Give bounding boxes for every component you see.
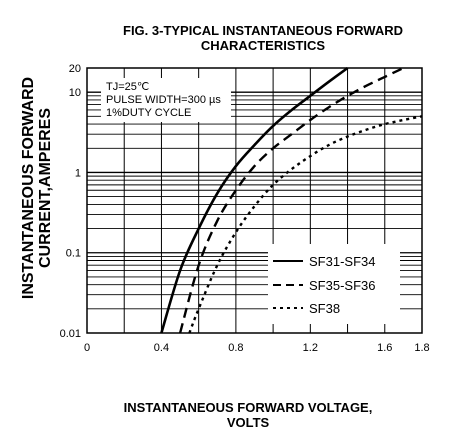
y-tick-label: 0.1	[66, 248, 81, 260]
y-tick-label: 1	[75, 167, 81, 179]
x-tick-label: 1.2	[303, 342, 318, 354]
y-axis-label-line-1: INSTANTANEOUS FORWARD	[20, 77, 37, 299]
y-tick-label: 0.01	[60, 328, 81, 340]
x-axis-label-line-2: VOLTS	[227, 415, 270, 430]
x-tick-label: 0	[84, 342, 90, 354]
x-tick-label: 0.8	[228, 342, 243, 354]
series-lines	[160, 66, 423, 334]
series-line-sf35-sf36	[178, 66, 404, 334]
annotation-box	[101, 78, 231, 122]
x-tick-labels: 0 0.4 0.8 1.2 1.6 1.8	[84, 342, 430, 354]
y-axis-label-line-2: CURRENT,AMPERES	[37, 108, 54, 268]
series-line-sf31-sf34	[160, 66, 349, 334]
chart-title-line-2: CHARACTERISTICS	[201, 38, 326, 53]
x-tick-label: 1.8	[414, 342, 429, 354]
plot-frame	[86, 67, 423, 334]
y-tick-label: 10	[69, 87, 81, 99]
x-tick-label: 1.6	[377, 342, 392, 354]
x-axis-label-line-1: INSTANTANEOUS FORWARD VOLTAGE,	[124, 400, 373, 415]
y-tick-label: 20	[69, 63, 81, 75]
annotation-pulse-width: PULSE WIDTH=300 µs	[106, 94, 221, 106]
x-tick-label: 0.4	[154, 342, 169, 354]
legend-label-sf35-sf36: SF35-SF36	[309, 278, 375, 293]
legend-label-sf31-sf34: SF31-SF34	[309, 254, 375, 269]
legend: SF31-SF34 SF35-SF36 SF38	[268, 244, 400, 324]
legend-label-sf38: SF38	[309, 301, 340, 316]
annotation-duty-cycle: 1%DUTY CYCLE	[106, 107, 191, 119]
chart-title-line-1: FIG. 3-TYPICAL INSTANTANEOUS FORWARD	[123, 23, 403, 38]
annotation-tj: TJ=25℃	[106, 81, 149, 93]
y-tick-labels: 20 10 1 0.1 0.01	[60, 63, 81, 340]
